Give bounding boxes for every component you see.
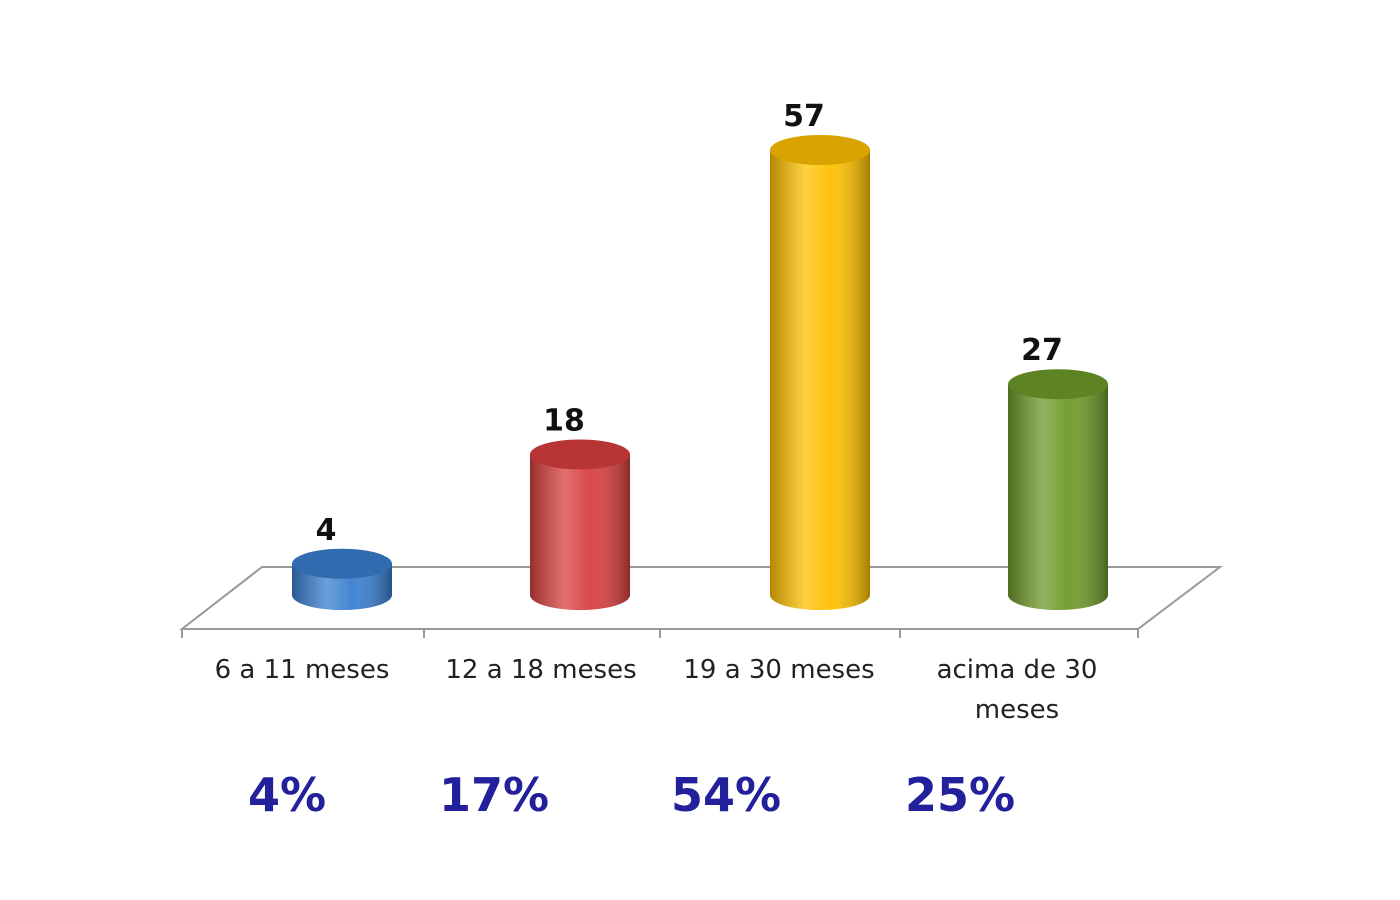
bar-top-shade bbox=[1008, 369, 1108, 400]
bar-top bbox=[530, 439, 630, 470]
value-label: 4 bbox=[316, 513, 337, 548]
x-tick-label: 12 a 18 meses bbox=[445, 655, 637, 685]
bar-top bbox=[1008, 369, 1108, 400]
share-label: 4% bbox=[247, 768, 327, 822]
value-label: 57 bbox=[783, 99, 825, 134]
bar-shade bbox=[770, 150, 870, 595]
bar-shade bbox=[1008, 384, 1108, 595]
bar-top bbox=[770, 135, 870, 165]
bar-shade bbox=[530, 454, 630, 595]
x-ticks bbox=[181, 629, 1139, 638]
value-label: 18 bbox=[543, 403, 585, 438]
bar-top-shade bbox=[530, 439, 630, 470]
bar-top-shade bbox=[770, 135, 870, 165]
share-label: 17% bbox=[438, 768, 550, 822]
share-label: 54% bbox=[670, 768, 782, 822]
bar-top-shade bbox=[292, 548, 392, 579]
x-tick-label: acima de 30 meses bbox=[936, 655, 1098, 725]
x-tick-label: 19 a 30 meses bbox=[683, 655, 875, 685]
share-label: 25% bbox=[904, 768, 1016, 822]
x-tick-label: 6 a 11 meses bbox=[214, 655, 390, 685]
value-label: 27 bbox=[1021, 333, 1063, 368]
bar-top bbox=[292, 548, 392, 579]
